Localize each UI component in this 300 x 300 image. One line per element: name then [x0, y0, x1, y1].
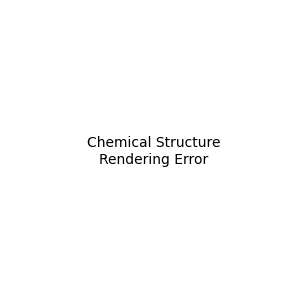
Text: Chemical Structure
Rendering Error: Chemical Structure Rendering Error	[87, 136, 220, 166]
